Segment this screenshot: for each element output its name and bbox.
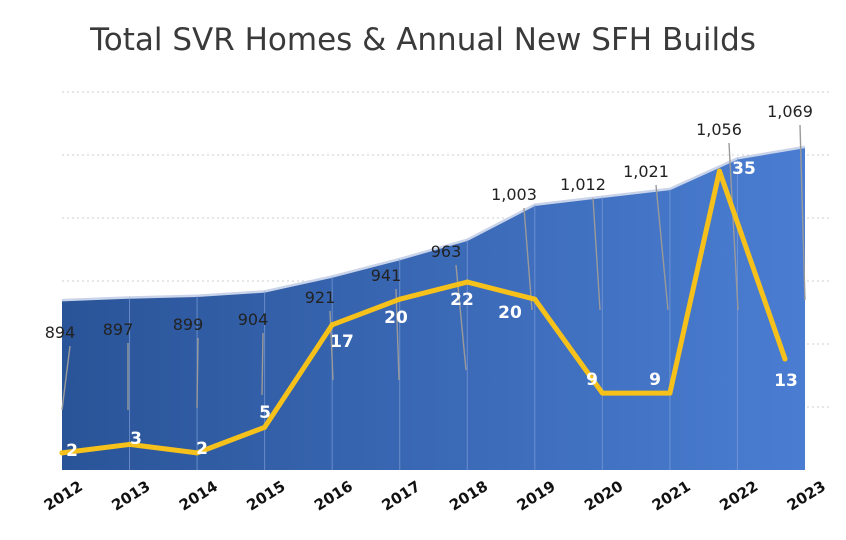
svr-label-2017: 941 xyxy=(371,266,402,285)
sfh-label-2020: 9 xyxy=(586,370,598,390)
year-separators xyxy=(129,158,738,470)
data-labels: 894 897 899 904 921 941 963 1,003 1,012 1,021 1,05… xyxy=(45,102,813,461)
svr-label-2012: 894 xyxy=(45,323,76,342)
svr-label-2013: 897 xyxy=(103,320,134,339)
svr-leader-2023 xyxy=(799,124,806,301)
sfh-label-2013: 3 xyxy=(130,429,142,449)
svr-leader-2020 xyxy=(592,197,601,311)
svr-label-2020: 1,012 xyxy=(560,175,606,194)
svr-label-2015: 904 xyxy=(238,310,269,329)
chart-title: Total SVR Homes & Annual New SFH Builds xyxy=(90,22,756,58)
svr-leader-2021 xyxy=(655,184,669,311)
sfh-point-2022 xyxy=(716,168,722,174)
svr-area xyxy=(61,145,806,470)
svr-label-2023: 1,069 xyxy=(767,102,813,121)
xtick-2020: 2020 xyxy=(581,477,626,514)
x-axis: 2012 2013 2014 2015 2016 2017 2018 2019 2020 2021… xyxy=(41,477,829,514)
svr-label-2016: 921 xyxy=(305,288,336,307)
xtick-2017: 2017 xyxy=(379,477,424,514)
sfh-point-2014 xyxy=(194,450,200,456)
sfh-label-2023: 13 xyxy=(774,371,798,391)
xtick-2013: 2013 xyxy=(108,477,153,514)
svr-area-fill xyxy=(62,146,805,470)
sfh-point-2015 xyxy=(262,424,268,430)
xtick-2016: 2016 xyxy=(311,477,356,514)
xtick-2018: 2018 xyxy=(446,477,491,514)
sfh-label-2021: 9 xyxy=(649,370,661,390)
sfh-label-2015: 5 xyxy=(259,403,271,423)
xtick-2022: 2022 xyxy=(716,477,761,514)
svr-leader-2017 xyxy=(395,288,400,381)
sfh-line-path xyxy=(59,168,788,456)
svr-area-edge xyxy=(61,145,806,302)
svr-leader-2014 xyxy=(196,337,199,409)
svr-leader-2015 xyxy=(261,332,264,396)
sfh-label-2012: 2 xyxy=(66,441,78,461)
xtick-2021: 2021 xyxy=(649,477,694,514)
sfh-label-2014: 2 xyxy=(196,439,208,459)
sfh-label-2018: 22 xyxy=(450,290,474,310)
svr-leader-2022 xyxy=(728,142,739,311)
xtick-2012: 2012 xyxy=(41,477,86,514)
svr-label-2021: 1,021 xyxy=(623,162,669,181)
svr-label-2019: 1,003 xyxy=(491,185,537,204)
svr-label-2018: 963 xyxy=(431,242,462,261)
xtick-2023: 2023 xyxy=(784,477,829,514)
sfh-label-2017: 20 xyxy=(384,308,408,328)
sfh-line xyxy=(59,168,788,456)
sfh-point-2018 xyxy=(464,279,470,285)
sfh-point-2013 xyxy=(127,441,133,447)
xtick-2014: 2014 xyxy=(176,477,221,514)
sfh-point-2012 xyxy=(59,450,65,456)
svr-leader-lines xyxy=(61,124,806,411)
svr-leader-2016 xyxy=(329,310,334,381)
sfh-point-2021 xyxy=(667,390,673,396)
sfh-label-2019: 20 xyxy=(498,303,522,323)
sfh-point-2020 xyxy=(599,390,605,396)
sfh-point-2016 xyxy=(329,322,335,328)
sfh-point-2017 xyxy=(397,296,403,302)
svr-leader-2012 xyxy=(61,345,71,411)
xtick-2019: 2019 xyxy=(514,477,559,514)
svr-leader-2019 xyxy=(523,207,533,311)
sfh-label-2016: 17 xyxy=(330,332,354,352)
svr-label-2022: 1,056 xyxy=(696,120,742,139)
xtick-2015: 2015 xyxy=(244,477,289,514)
sfh-label-2022: 35 xyxy=(732,159,756,179)
svr-label-2014: 899 xyxy=(173,315,204,334)
sfh-point-2023 xyxy=(782,356,788,362)
sfh-point-2019 xyxy=(532,296,538,302)
